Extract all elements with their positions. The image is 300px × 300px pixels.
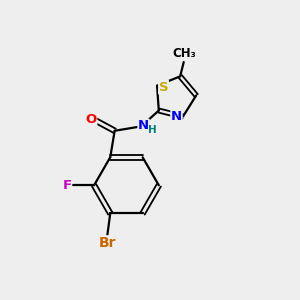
Text: H: H <box>148 125 157 135</box>
Text: N: N <box>138 119 149 132</box>
Text: N: N <box>171 110 182 123</box>
Text: F: F <box>62 179 71 192</box>
Text: S: S <box>159 81 168 94</box>
Text: O: O <box>85 112 97 125</box>
Text: CH₃: CH₃ <box>173 47 196 60</box>
Text: Br: Br <box>99 236 116 250</box>
